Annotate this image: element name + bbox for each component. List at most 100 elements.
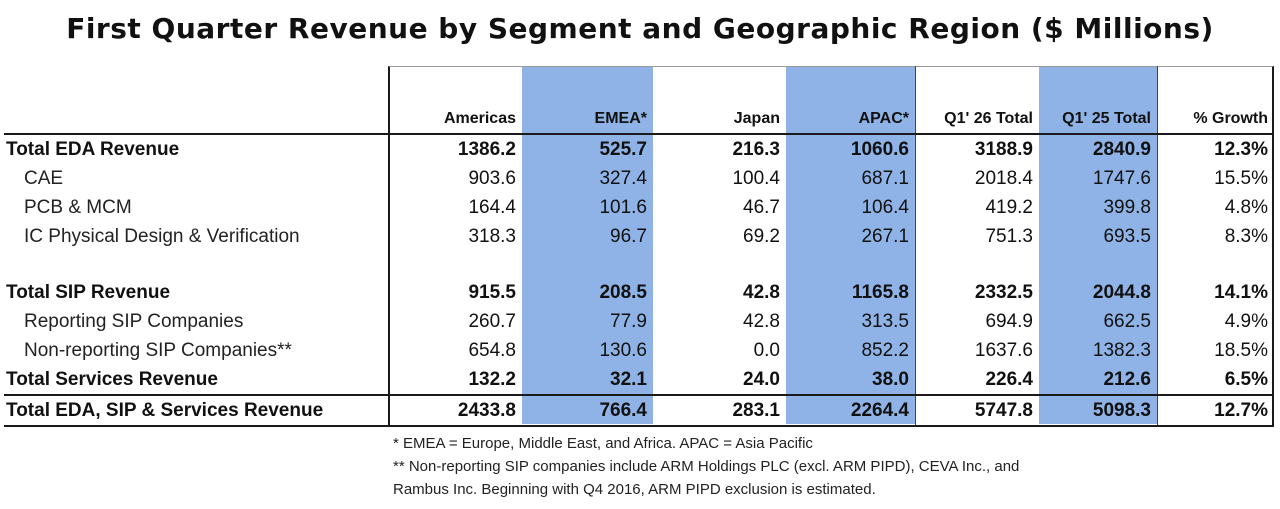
cell: 18.5% [1214, 340, 1268, 361]
row-label: Non-reporting SIP Companies** [24, 340, 292, 361]
table-row: Reporting SIP Companies 260.7 77.9 42.8 … [4, 307, 1274, 336]
footnote: * EMEA = Europe, Middle East, and Africa… [393, 435, 813, 452]
emea-column-highlight [522, 66, 653, 424]
grand-total-row: Total EDA, SIP & Services Revenue 2433.8… [4, 394, 1274, 427]
spacer-row [4, 251, 1274, 278]
table-row: Total SIP Revenue 915.5 208.5 42.8 1165.… [4, 278, 1274, 307]
cell: 42.8 [743, 282, 780, 303]
cell: 1165.8 [851, 282, 909, 303]
footnote: Rambus Inc. Beginning with Q4 2016, ARM … [393, 481, 876, 498]
column-header-emea: EMEA* [594, 110, 647, 127]
cell: 5747.8 [915, 394, 1039, 427]
table-row: PCB & MCM 164.4 101.6 46.7 106.4 419.2 3… [4, 193, 1274, 222]
cell: 226.4 [985, 369, 1033, 390]
cell: 208.5 [599, 282, 647, 303]
cell: 2044.8 [1092, 282, 1151, 303]
row-label: Reporting SIP Companies [24, 311, 244, 332]
table-row: Total EDA Revenue 1386.2 525.7 216.3 106… [4, 133, 1274, 164]
table-frame [388, 66, 1274, 426]
cell: 164.4 [468, 197, 516, 218]
row-label: PCB & MCM [24, 197, 132, 218]
cell: 3188.9 [915, 133, 1039, 164]
cell: 216.3 [653, 133, 786, 164]
cell: 12.3% [1157, 133, 1274, 164]
cell: 4.9% [1224, 311, 1268, 332]
cell: 0.0 [753, 340, 780, 361]
row-label: Total Services Revenue [6, 369, 218, 390]
q1-25-total-column-highlight [1039, 66, 1157, 424]
cell: 915.5 [468, 282, 516, 303]
cell: 2433.8 [388, 394, 522, 427]
cell: 1747.6 [1092, 168, 1151, 189]
row-label: Total SIP Revenue [6, 282, 171, 303]
revenue-table: Americas EMEA* Japan APAC* Q1' 26 Total … [4, 104, 1274, 427]
cell: 903.6 [468, 168, 516, 189]
column-divider [915, 66, 916, 426]
page-title: First Quarter Revenue by Segment and Geo… [66, 12, 1214, 45]
cell: 15.5% [1214, 168, 1268, 189]
cell: 4.8% [1224, 197, 1268, 218]
header-row: Americas EMEA* Japan APAC* Q1' 26 Total … [4, 104, 1274, 134]
cell: 313.5 [861, 311, 909, 332]
cell: 24.0 [743, 369, 780, 390]
cell: 212.6 [1103, 369, 1151, 390]
cell: 283.1 [653, 394, 786, 427]
cell: 751.3 [985, 226, 1033, 247]
cell: 42.8 [743, 311, 780, 332]
cell: 766.4 [522, 394, 653, 427]
cell: 69.2 [743, 226, 780, 247]
footnotes: * EMEA = Europe, Middle East, and Africa… [393, 432, 1019, 501]
cell: 318.3 [468, 226, 516, 247]
column-header-growth: % Growth [1193, 110, 1268, 127]
column-divider [1157, 66, 1158, 426]
apac-column-highlight [786, 66, 915, 424]
cell: 96.7 [610, 226, 647, 247]
cell: 654.8 [468, 340, 516, 361]
cell: 694.9 [985, 311, 1033, 332]
table-row: Total Services Revenue 132.2 32.1 24.0 3… [4, 365, 1274, 395]
cell: 662.5 [1103, 311, 1151, 332]
cell: 100.4 [732, 168, 780, 189]
cell: 77.9 [610, 311, 647, 332]
column-header-americas: Americas [443, 110, 516, 127]
header-blank [4, 104, 388, 134]
cell: 2840.9 [1039, 133, 1157, 164]
cell: 419.2 [985, 197, 1033, 218]
cell: 14.1% [1214, 282, 1268, 303]
table-row: Non-reporting SIP Companies** 654.8 130.… [4, 336, 1274, 365]
cell: 101.6 [599, 197, 647, 218]
row-label: Total EDA, SIP & Services Revenue [4, 394, 388, 427]
footnote: ** Non-reporting SIP companies include A… [393, 458, 1020, 475]
column-header-japan: Japan [733, 110, 780, 127]
row-label: IC Physical Design & Verification [24, 226, 300, 247]
cell: 2264.4 [786, 394, 915, 427]
cell: 267.1 [861, 226, 909, 247]
cell: 132.2 [468, 369, 516, 390]
cell: 46.7 [743, 197, 780, 218]
cell: 1382.3 [1092, 340, 1151, 361]
cell: 6.5% [1224, 369, 1268, 390]
cell: 2332.5 [974, 282, 1033, 303]
cell: 32.1 [610, 369, 647, 390]
cell: 525.7 [522, 133, 653, 164]
cell: 693.5 [1103, 226, 1151, 247]
cell: 1060.6 [786, 133, 915, 164]
cell: 130.6 [599, 340, 647, 361]
table-row: IC Physical Design & Verification 318.3 … [4, 222, 1274, 251]
cell: 852.2 [861, 340, 909, 361]
row-label: Total EDA Revenue [4, 133, 388, 164]
row-label: CAE [24, 168, 64, 189]
cell: 2018.4 [974, 168, 1033, 189]
cell: 12.7% [1157, 394, 1274, 427]
cell: 1386.2 [388, 133, 522, 164]
column-header-q1-26-total: Q1' 26 Total [944, 110, 1033, 127]
cell: 106.4 [861, 197, 909, 218]
cell: 5098.3 [1039, 394, 1157, 427]
cell: 327.4 [599, 168, 647, 189]
cell: 38.0 [872, 369, 909, 390]
cell: 399.8 [1103, 197, 1151, 218]
column-header-apac: APAC* [858, 110, 909, 127]
cell: 8.3% [1224, 226, 1268, 247]
cell: 260.7 [468, 311, 516, 332]
column-header-q1-25-total: Q1' 25 Total [1062, 110, 1151, 127]
